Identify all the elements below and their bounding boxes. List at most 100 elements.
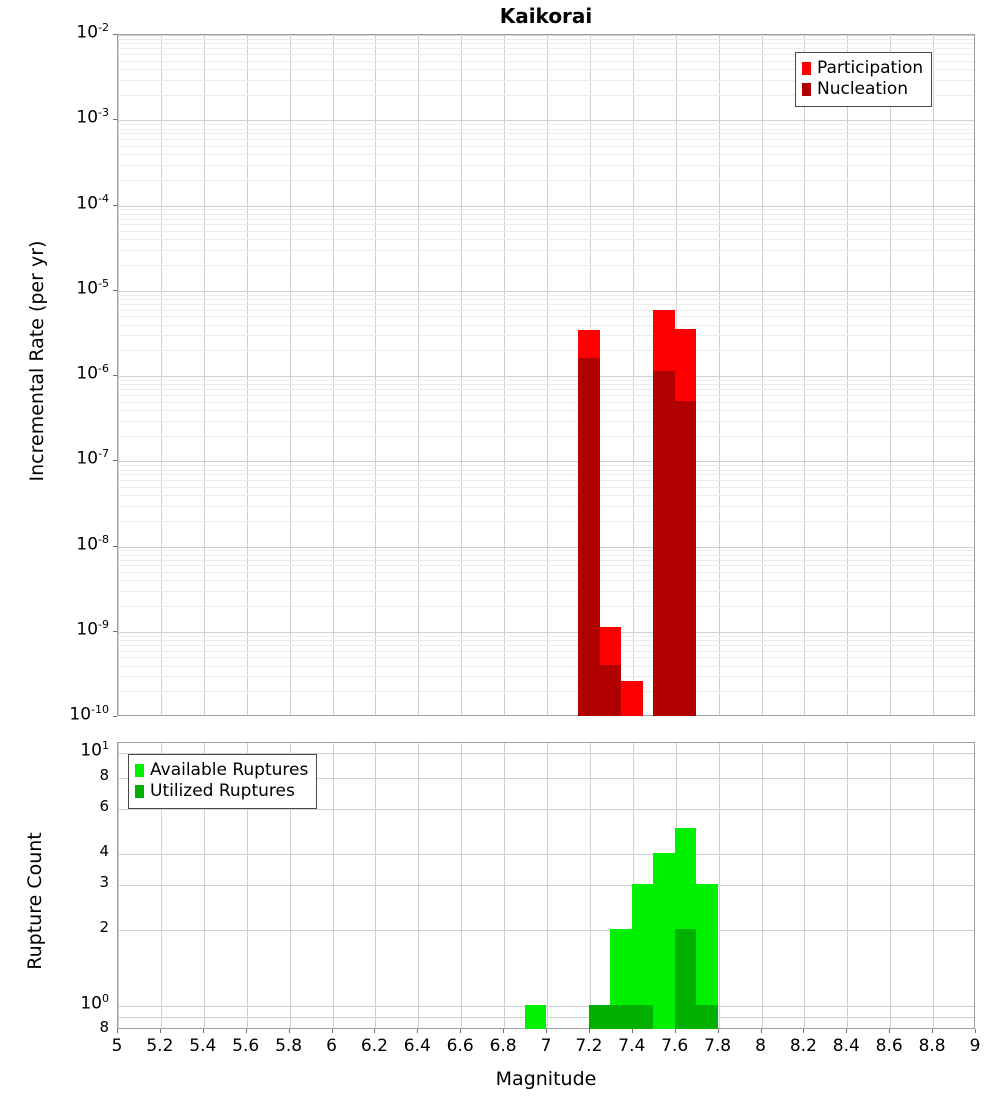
grid-line [118, 139, 974, 140]
y-tick-mantissa: 10 [69, 704, 92, 725]
y-tick-label-minor: 3 [99, 873, 109, 892]
x-tick-mark [932, 1029, 933, 1033]
grid-line [504, 35, 505, 715]
grid-line [118, 384, 974, 385]
x-axis-label: Magnitude [495, 1068, 597, 1090]
grid-line [118, 461, 974, 462]
participation-bar [621, 680, 643, 716]
x-tick-label: 7.4 [618, 1036, 646, 1056]
y-tick-label-minor: 8 [99, 765, 109, 784]
legend-swatch-icon [135, 785, 144, 799]
y-tick-mark [113, 460, 117, 461]
y-tick-exponent: -8 [98, 532, 109, 546]
x-tick-label: 7.8 [704, 1036, 732, 1056]
grid-line [118, 691, 974, 692]
x-tick-label: 5.4 [189, 1036, 217, 1056]
x-tick-mark [546, 1029, 547, 1033]
x-tick-label: 7.2 [575, 1036, 603, 1056]
x-tick-label: 6.8 [489, 1036, 517, 1056]
grid-line [118, 651, 974, 652]
x-tick-mark [889, 1029, 890, 1033]
x-tick-label: 5.8 [275, 1036, 303, 1056]
y-tick-mark [113, 119, 117, 120]
y-tick-mantissa: 10 [76, 22, 99, 43]
grid-line [118, 753, 974, 754]
x-tick-mark [803, 1029, 804, 1033]
y-tick-mantissa: 10 [76, 619, 99, 640]
legend-bottom-item: Available Ruptures [135, 760, 308, 781]
incremental-rate-plot [117, 34, 975, 716]
x-tick-mark [246, 1029, 247, 1033]
grid-line [118, 95, 974, 96]
grid-line [118, 224, 974, 225]
y-tick-label-minor: 4 [99, 841, 109, 860]
grid-line [118, 495, 974, 496]
grid-line [118, 632, 974, 633]
x-tick-label: 9 [969, 1036, 981, 1056]
y-tick-mantissa: 10 [76, 193, 99, 214]
grid-line [118, 676, 974, 677]
nucleation-bar [653, 371, 675, 716]
grid-line [118, 465, 974, 466]
grid-line [118, 666, 974, 667]
y-tick-exponent: -6 [98, 362, 109, 375]
x-tick-mark [117, 1029, 118, 1033]
x-tick-mark [460, 1029, 461, 1033]
y-tick-exponent: -10 [91, 703, 109, 716]
nucleation-bar [674, 400, 697, 716]
legend-top-item: Nucleation [802, 79, 923, 100]
y-tick-mantissa: 10 [76, 107, 99, 128]
y-tick-label: 10-5 [76, 277, 109, 299]
y-tick-mantissa: 10 [76, 448, 99, 469]
grid-line [118, 645, 974, 646]
grid-line [118, 1006, 974, 1007]
x-tick-label: 5.6 [232, 1036, 260, 1056]
grid-line [118, 436, 974, 437]
grid-line [890, 35, 891, 715]
grid-line [375, 35, 376, 715]
utilized-ruptures-bar [610, 1004, 632, 1029]
y-tick-label: 10-2 [76, 21, 109, 43]
y-tick-label: 101 [80, 739, 109, 761]
grid-line [547, 35, 548, 715]
grid-line [118, 487, 974, 488]
grid-line [118, 809, 974, 810]
top-plot-area [118, 35, 974, 715]
grid-line [290, 35, 291, 715]
legend-label: Available Ruptures [150, 760, 309, 780]
grid-line [118, 325, 974, 326]
x-tick-mark [417, 1029, 418, 1033]
grid-line [118, 380, 974, 381]
grid-line [118, 410, 974, 411]
grid-line [118, 1017, 974, 1018]
grid-line [847, 35, 848, 715]
y-axis-label-top: Incremental Rate (per yr) [26, 240, 48, 482]
utilized-ruptures-bar [588, 1004, 611, 1029]
available-ruptures-bar [696, 884, 718, 1029]
available-ruptures-bar [524, 1004, 546, 1029]
x-tick-mark [975, 1029, 976, 1033]
grid-line [118, 376, 974, 377]
y-tick-mark [113, 34, 117, 35]
legend-top: Participation Nucleation [795, 52, 933, 107]
grid-line [933, 35, 934, 715]
y-tick-mark [113, 205, 117, 206]
grid-line [461, 35, 462, 715]
legend-label: Utilized Ruptures [150, 781, 295, 802]
grid-line [118, 299, 974, 300]
y-tick-label: 10-4 [76, 192, 109, 214]
grid-line [118, 304, 974, 305]
grid-line [118, 61, 974, 62]
grid-line [719, 35, 720, 715]
x-tick-mark [160, 1029, 161, 1033]
x-tick-mark [761, 1029, 762, 1033]
available-ruptures-bar [631, 884, 654, 1029]
x-tick-label: 5 [111, 1036, 123, 1056]
y-tick-label-minor: 6 [99, 797, 109, 816]
grid-line [247, 35, 248, 715]
grid-line [118, 778, 974, 779]
x-tick-label: 5.2 [146, 1036, 174, 1056]
grid-line [118, 854, 974, 855]
grid-line [118, 560, 974, 561]
grid-line [118, 316, 974, 317]
